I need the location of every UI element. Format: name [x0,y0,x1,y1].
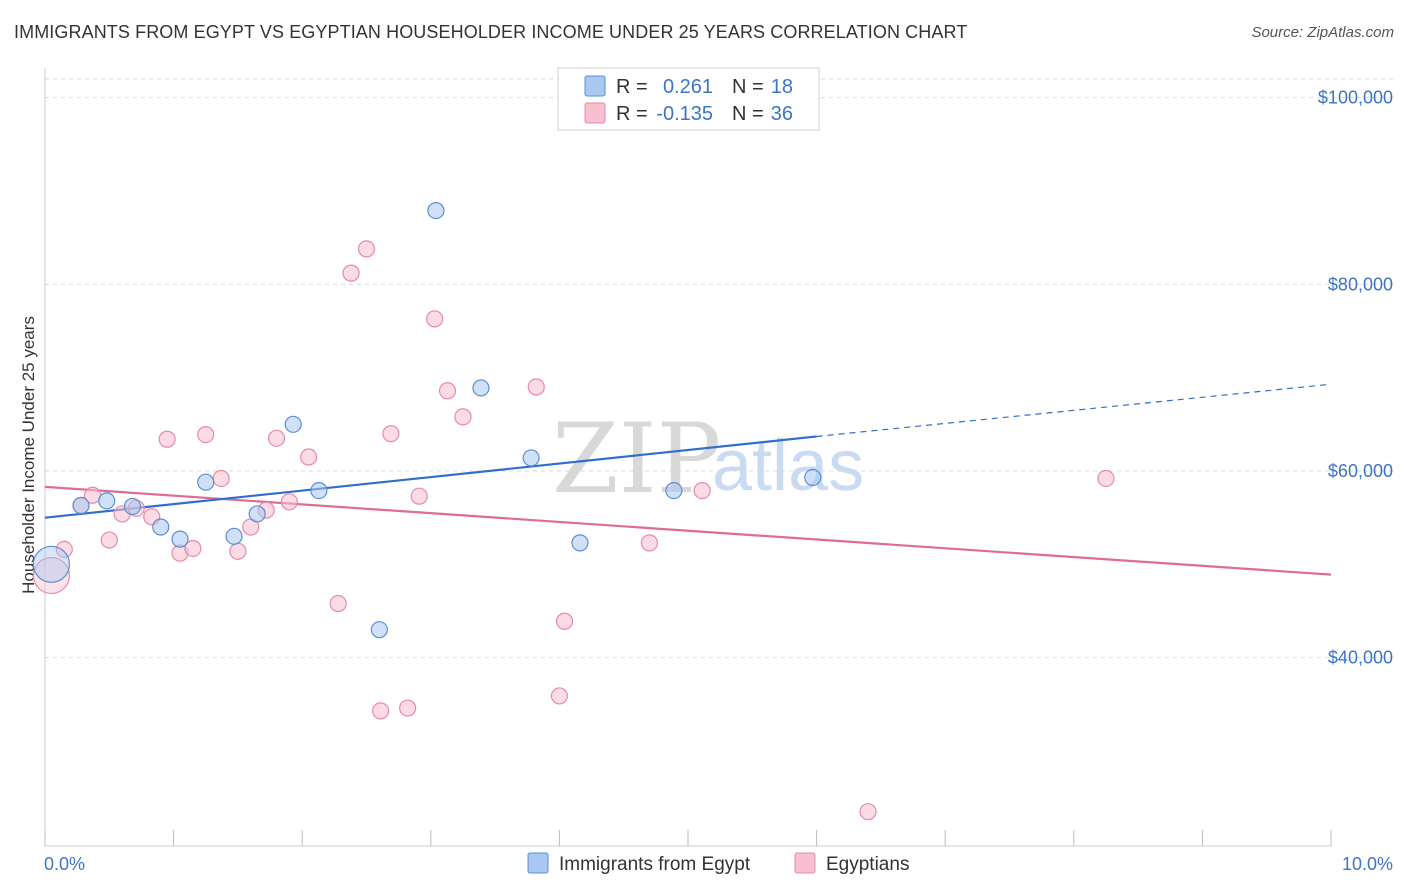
tick-labels: 0.0% 10.0% $40,000 $60,000 $80,000 $100,000 [44,88,1393,874]
watermark-atlas: atlas [712,426,864,506]
trend-line-immigrants-extension [816,383,1332,438]
legend-top: R = 0.261 N = 18 R = -0.135 N = 36 [557,67,820,131]
point-egyptians [329,594,347,613]
point-egyptians [527,378,545,396]
legend-bottom-swatch-pink [794,852,816,874]
point-egyptians [158,430,176,448]
point-egyptians [426,310,444,328]
watermark-zip: ZIP [552,403,721,515]
point-egyptians [454,408,472,426]
point-immigrants-from-egypt [123,497,142,516]
chart-title: IMMIGRANTS FROM EGYPT VS EGYPTIAN HOUSEH… [14,22,968,42]
legend-bottom-label-blue: Immigrants from Egypt [559,854,751,875]
point-immigrants-from-egypt [171,530,189,548]
point-immigrants-from-egypt [472,379,490,397]
point-egyptians [693,482,711,500]
point-immigrants-from-egypt [522,449,540,467]
point-egyptians [32,556,71,595]
trend-line-egyptians [44,485,1332,576]
data-points [32,202,1115,821]
legend-r-label-2: R = [616,103,648,125]
point-egyptians [357,240,376,258]
point-egyptians [267,429,286,447]
point-egyptians [640,534,659,552]
point-immigrants-from-egypt [370,621,388,639]
point-immigrants-from-egypt [225,527,243,545]
point-immigrants-from-egypt [152,518,170,536]
grid [45,78,1393,659]
point-immigrants-from-egypt [72,496,90,515]
point-egyptians [1097,469,1115,488]
y-tick-label: $60,000 [1328,461,1393,481]
legend-bottom-label-pink: Egyptians [826,854,909,875]
point-egyptians [372,702,390,720]
trend-lines [44,383,1332,576]
point-immigrants-from-egypt [804,468,822,487]
point-egyptians [859,803,877,821]
x-tick-label-min: 0.0% [44,854,85,874]
legend-r-value-2: -0.135 [656,103,713,125]
point-egyptians [100,531,118,549]
point-egyptians [212,469,230,488]
watermark: ZIP atlas [552,403,864,515]
legend-bottom: Immigrants from Egypt Egyptians [527,852,909,875]
point-egyptians [300,448,318,466]
point-egyptians [382,425,400,443]
point-egyptians [555,612,574,630]
point-egyptians [197,426,215,444]
point-immigrants-from-egypt [248,505,266,523]
point-immigrants-from-egypt [310,482,328,500]
y-tick-label: $80,000 [1328,274,1393,294]
point-egyptians [55,540,73,559]
y-tick-label: $40,000 [1328,648,1393,668]
legend-n-label-1: N = [732,76,764,98]
point-egyptians [280,493,298,511]
point-immigrants-from-egypt [197,473,215,491]
point-egyptians [410,487,428,505]
legend-r-value-1: 0.261 [663,76,713,98]
legend-n-value-1: 18 [771,76,793,98]
legend-bottom-swatch-blue [527,852,549,874]
legend-n-label-2: N = [732,103,764,125]
y-axis-label: Householder Income Under 25 years [19,316,38,594]
legend-r-label-1: R = [616,76,648,98]
x-tick-label-max: 10.0% [1342,854,1393,874]
axes [44,68,1332,847]
point-immigrants-from-egypt [665,482,683,500]
point-immigrants-from-egypt [571,534,589,552]
point-immigrants-from-egypt [32,545,71,583]
point-immigrants-from-egypt [284,415,302,433]
source-credit: Source: ZipAtlas.com [1251,24,1394,41]
point-egyptians [184,539,202,558]
legend-n-value-2: 36 [771,103,793,125]
legend-swatch-blue [584,75,606,97]
trend-line-immigrants [44,435,817,519]
point-egyptians [229,542,247,560]
point-egyptians [438,382,457,400]
y-tick-label: $100,000 [1318,88,1393,108]
point-egyptians [342,264,360,282]
point-immigrants-from-egypt [427,202,445,220]
point-immigrants-from-egypt [98,492,116,510]
point-egyptians [399,699,417,717]
legend-swatch-pink [584,102,606,124]
point-egyptians [550,687,569,705]
